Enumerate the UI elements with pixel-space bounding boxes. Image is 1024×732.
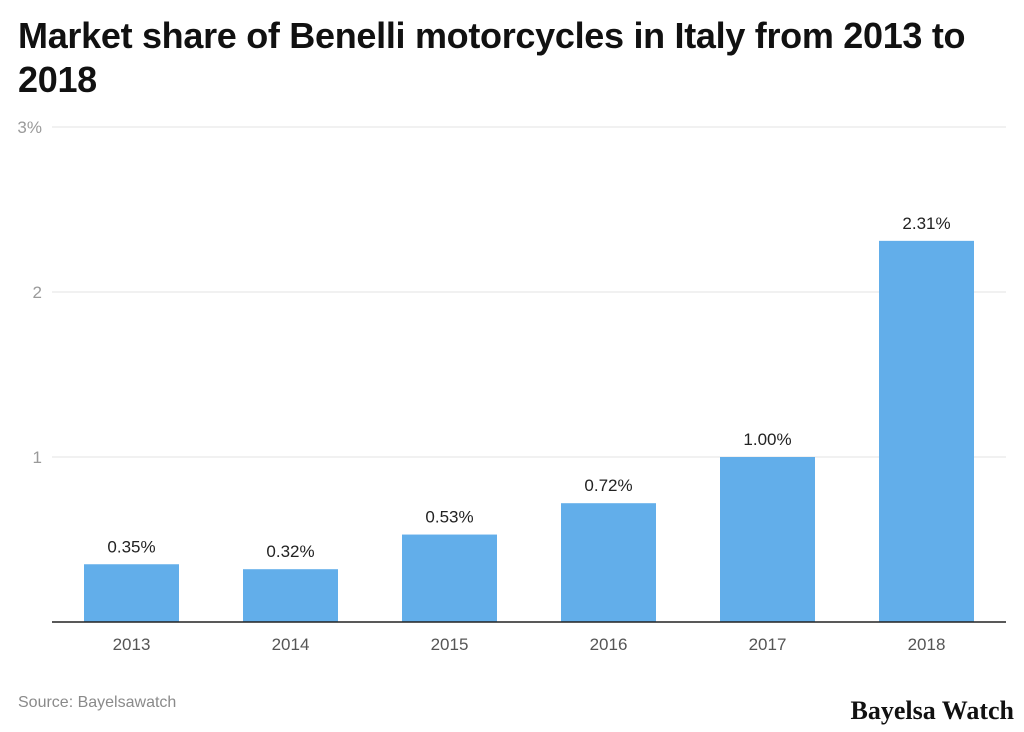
y-tick-label: 2 xyxy=(33,283,42,302)
data-label: 0.35% xyxy=(107,537,155,556)
brand-logo: Bayelsa Watch xyxy=(850,696,1014,725)
bar xyxy=(720,457,815,622)
data-label: 0.53% xyxy=(425,508,473,527)
data-label: 0.72% xyxy=(584,476,632,495)
x-tick-label: 2017 xyxy=(749,635,787,654)
bar xyxy=(243,569,338,622)
x-tick-label: 2015 xyxy=(431,635,469,654)
x-tick-label: 2016 xyxy=(590,635,628,654)
x-tick-label: 2013 xyxy=(113,635,151,654)
x-tick-label: 2014 xyxy=(272,635,310,654)
bar xyxy=(561,503,656,622)
data-label: 0.32% xyxy=(266,542,314,561)
x-tick-label: 2018 xyxy=(908,635,946,654)
bar xyxy=(84,564,179,622)
bar xyxy=(402,534,497,622)
source-note: Source: Bayelsawatch xyxy=(18,694,177,711)
y-tick-label: 1 xyxy=(33,448,42,467)
y-tick-label: 3% xyxy=(17,118,42,137)
bar xyxy=(879,240,974,622)
chart-title: Market share of Benelli motorcycles in I… xyxy=(18,15,966,100)
data-label: 1.00% xyxy=(743,430,791,449)
data-label: 2.31% xyxy=(902,214,950,233)
